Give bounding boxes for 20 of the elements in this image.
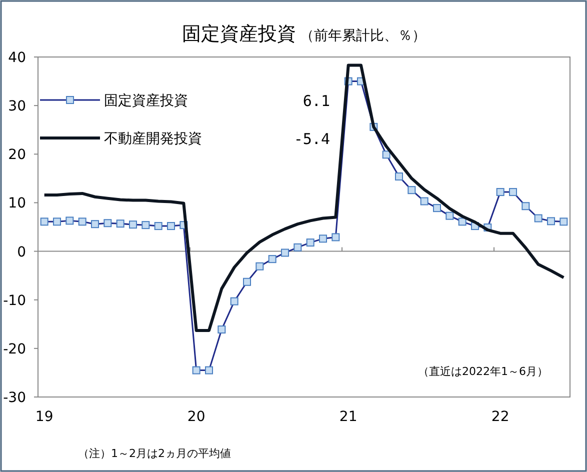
legend-label: 固定資産投資 xyxy=(104,93,188,109)
annotation: -5.4 xyxy=(294,130,330,148)
x-tick-label: 20 xyxy=(187,409,206,425)
annotation: （直近は2022年1～6月） xyxy=(418,365,548,378)
y-tick-label: -30 xyxy=(3,390,26,406)
x-tick-label: 21 xyxy=(339,409,358,425)
chart-title: 固定資産投資 xyxy=(182,23,296,45)
y-tick-label: -20 xyxy=(3,341,26,358)
text: （注）1～2月は2ヵ月の平均値 xyxy=(78,447,231,460)
chart-subtitle: （前年累計比、％） xyxy=(300,28,426,44)
y-tick-label: 20 xyxy=(8,147,26,164)
y-tick-label: -10 xyxy=(3,292,26,309)
x-tick-label: 22 xyxy=(491,409,510,425)
annotation: 6.1 xyxy=(302,92,330,110)
x-tick-label: 19 xyxy=(35,409,54,425)
y-tick-label: 30 xyxy=(8,98,26,115)
legend-label: 不動産開発投資 xyxy=(104,131,202,147)
y-tick-label: 0 xyxy=(17,244,26,260)
y-tick-label: 40 xyxy=(8,50,26,66)
y-tick-label: 10 xyxy=(8,196,26,212)
